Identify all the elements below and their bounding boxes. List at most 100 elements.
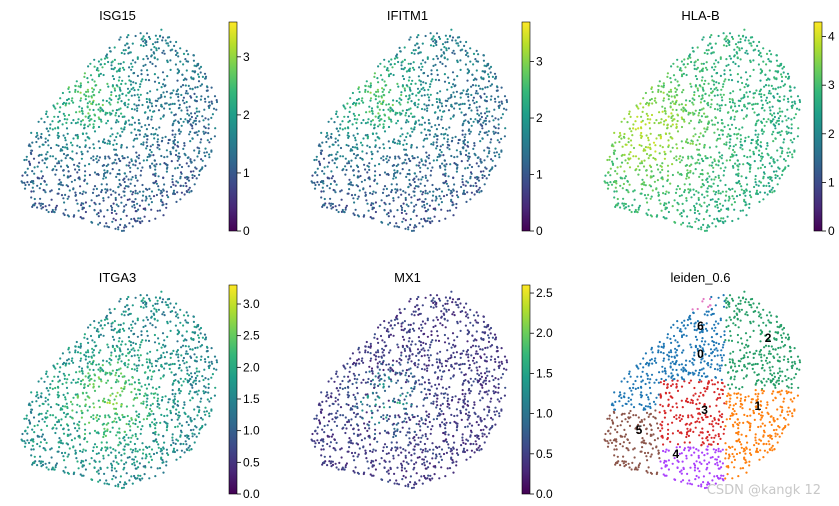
data-point <box>694 162 697 165</box>
data-point <box>633 189 636 192</box>
data-point <box>180 384 183 387</box>
data-point <box>722 44 726 47</box>
data-point <box>667 115 670 118</box>
data-point <box>202 390 205 393</box>
data-point <box>62 152 66 156</box>
data-point <box>389 72 392 75</box>
data-point <box>758 90 762 93</box>
data-point <box>648 127 652 130</box>
data-point <box>787 100 790 103</box>
data-point <box>156 38 159 41</box>
data-point <box>322 157 326 160</box>
data-point <box>363 163 366 166</box>
data-point <box>456 75 459 78</box>
data-point <box>146 404 149 407</box>
data-point <box>455 170 458 173</box>
data-point <box>786 72 790 75</box>
data-point <box>746 183 749 186</box>
data-point <box>111 133 114 136</box>
data-point <box>659 144 662 147</box>
data-point <box>120 144 123 147</box>
data-point <box>85 391 88 394</box>
data-point <box>758 200 761 203</box>
data-point <box>374 144 377 147</box>
data-point <box>743 103 746 106</box>
data-point <box>60 183 63 186</box>
data-point <box>739 140 742 143</box>
data-point <box>97 60 100 63</box>
data-point <box>374 98 377 101</box>
data-point <box>161 51 164 54</box>
data-point <box>654 144 657 147</box>
data-point <box>775 170 778 173</box>
data-point <box>475 49 478 53</box>
data-point <box>180 354 183 357</box>
data-point <box>426 74 429 77</box>
data-point <box>475 100 478 104</box>
data-point <box>187 84 190 87</box>
data-point <box>127 103 130 106</box>
data-point <box>766 142 769 145</box>
data-point <box>482 59 485 62</box>
data-point <box>134 61 137 64</box>
data-point <box>454 135 457 138</box>
data-point <box>431 194 435 197</box>
data-point <box>459 103 462 106</box>
data-point <box>210 100 213 103</box>
data-point <box>351 184 354 187</box>
data-point <box>195 95 198 98</box>
data-point <box>761 132 764 135</box>
data-point <box>745 176 748 179</box>
data-point <box>490 83 494 86</box>
data-point <box>333 180 336 183</box>
data-point <box>789 89 792 92</box>
data-point <box>115 212 118 215</box>
data-point <box>424 164 427 167</box>
data-point <box>459 150 462 153</box>
data-point <box>698 119 701 122</box>
data-point <box>731 165 735 168</box>
data-point <box>130 158 133 161</box>
data-point <box>334 137 337 140</box>
data-point <box>45 466 48 469</box>
data-point <box>95 187 98 190</box>
data-point <box>334 157 337 160</box>
data-point <box>165 202 168 206</box>
data-point <box>185 162 188 165</box>
data-point <box>407 228 410 231</box>
data-point <box>762 60 765 63</box>
data-point <box>421 65 424 68</box>
data-point <box>452 49 455 52</box>
data-point <box>153 396 156 399</box>
data-point <box>628 183 631 186</box>
data-point <box>377 125 380 128</box>
data-point <box>453 107 456 110</box>
data-point <box>633 198 636 201</box>
data-point <box>372 202 375 205</box>
data-point <box>739 38 742 41</box>
data-point <box>733 115 736 118</box>
data-point <box>154 165 157 168</box>
data-point <box>128 123 131 126</box>
data-point <box>106 482 109 485</box>
data-point <box>670 81 673 84</box>
data-point <box>87 136 90 139</box>
data-point <box>210 149 213 152</box>
data-point <box>157 369 161 372</box>
data-point <box>185 339 188 342</box>
data-point <box>622 182 626 186</box>
data-point <box>678 157 681 160</box>
data-point <box>150 133 153 136</box>
data-point <box>706 126 709 129</box>
data-point <box>394 176 397 179</box>
data-point <box>127 379 130 382</box>
data-point <box>114 219 117 222</box>
data-point <box>144 63 147 66</box>
data-point <box>137 88 140 91</box>
data-point <box>422 81 425 84</box>
data-point <box>417 52 420 55</box>
data-point <box>404 196 407 200</box>
data-point <box>102 177 105 180</box>
data-point <box>451 136 454 139</box>
data-point <box>408 94 411 97</box>
